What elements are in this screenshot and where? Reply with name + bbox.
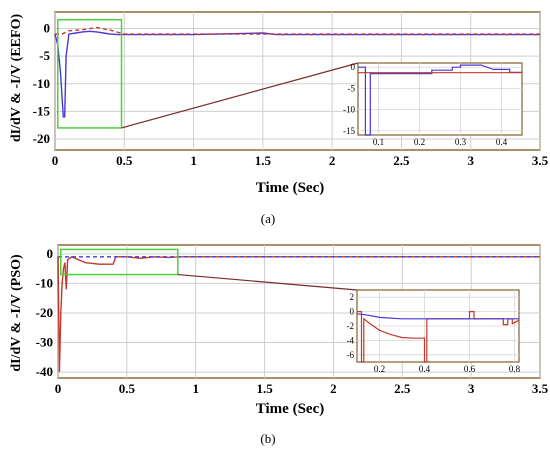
y-axis-label: dI/dV & -I/V (EEFO) <box>9 14 24 143</box>
inset-x-tick-label: 0.8 <box>509 364 521 374</box>
inset-y-tick-label: 2 <box>350 292 355 302</box>
y-axis-label: dI/dV & -I/V (PSO) <box>9 254 24 372</box>
y-tick-label: -40 <box>36 364 53 379</box>
y-tick-label: -20 <box>33 131 50 146</box>
x-tick-label: 2.5 <box>394 381 411 396</box>
inset-y-tick-label: -2 <box>347 321 355 331</box>
x-tick-label: 0.5 <box>119 381 136 396</box>
series-line-1 <box>55 26 540 35</box>
inset-x-tick-label: 0.2 <box>374 364 385 374</box>
x-tick-label: 0.5 <box>116 153 133 168</box>
y-tick-label: -15 <box>33 103 51 118</box>
x-tick-label: 1 <box>190 153 197 168</box>
x-tick-label: 1 <box>192 381 199 396</box>
series-line-0 <box>57 256 540 373</box>
x-tick-label: 1.5 <box>256 381 273 396</box>
y-tick-label: 0 <box>44 21 51 36</box>
x-tick-label: 3.5 <box>532 153 549 168</box>
y-tick-label: -10 <box>36 275 53 290</box>
inset-y-tick-label: -4 <box>347 335 355 345</box>
inset-x-tick-label: 0.2 <box>414 137 425 147</box>
inset-series-line-0 <box>357 311 520 363</box>
x-tick-label: 2 <box>330 381 337 396</box>
x-tick-label: 3 <box>468 381 475 396</box>
y-tick-label: -30 <box>36 335 53 350</box>
inset-y-tick-label: -5 <box>348 83 356 93</box>
inset-y-tick-label: -10 <box>343 105 355 115</box>
inset-x-tick-label: 0.1 <box>373 137 384 147</box>
x-tick-label: 3.5 <box>532 381 549 396</box>
inset-y-tick-label: -6 <box>347 350 355 360</box>
inset-x-tick-label: 0.4 <box>419 364 431 374</box>
x-tick-label: 1.5 <box>255 153 272 168</box>
x-tick-label: 3 <box>467 153 474 168</box>
inset-x-tick-label: 0.3 <box>455 137 467 147</box>
x-tick-label: 0 <box>55 381 62 396</box>
inset-plot-area <box>357 62 523 136</box>
figure-caption: (a) <box>261 211 275 226</box>
y-tick-label: -5 <box>39 48 50 63</box>
x-tick-label: 0 <box>52 153 59 168</box>
x-tick-label: 2 <box>329 153 336 168</box>
y-tick-label: -20 <box>36 305 53 320</box>
x-tick-label: 2.5 <box>393 153 410 168</box>
y-tick-label: 0 <box>47 246 54 261</box>
inset-x-tick-label: 0.4 <box>496 137 508 147</box>
inset-y-tick-label: 0 <box>351 62 356 72</box>
zoom-box <box>60 248 179 276</box>
inset-y-tick-label: -15 <box>343 126 355 136</box>
inset-series-line-1 <box>356 313 519 320</box>
inset-y-tick-label: 0 <box>350 307 355 317</box>
zoom-box <box>57 18 123 129</box>
inset-x-tick-label: 0.6 <box>464 364 476 374</box>
x-axis-label: Time (Sec) <box>256 180 324 196</box>
zoom-connector-line <box>121 62 359 129</box>
x-axis-label: Time (Sec) <box>256 401 324 417</box>
zoom-connector-line <box>177 273 358 291</box>
inset-series-line-0 <box>358 64 522 136</box>
y-tick-label: -10 <box>33 76 50 91</box>
figure-caption: (b) <box>260 431 275 446</box>
